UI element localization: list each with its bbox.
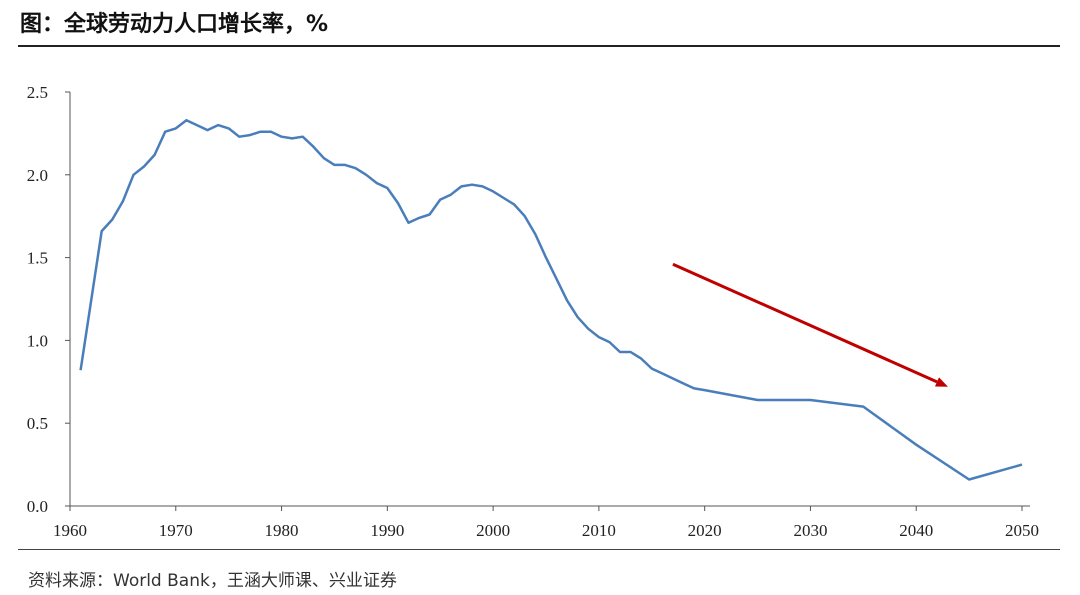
y-axis-ticks: 0.0 0.5 1.0 1.5 2.0 2.5 [27, 83, 70, 516]
data-point [302, 136, 304, 138]
data-point [259, 131, 261, 133]
series-group [79, 118, 1023, 481]
x-tick-label: 1960 [53, 521, 87, 540]
data-point [651, 367, 653, 369]
trend-arrow-head [934, 377, 948, 387]
x-axis-ticks: 1960 1970 1980 1990 2000 2010 2020 2030 2040 2050 [53, 506, 1039, 540]
data-point [566, 299, 568, 301]
data-point [164, 131, 166, 133]
data-point [629, 351, 631, 353]
y-tick-label: 0.0 [27, 497, 48, 516]
data-point [280, 136, 282, 138]
y-tick-label: 1.0 [27, 331, 48, 350]
data-point [111, 218, 113, 220]
data-point [227, 127, 229, 129]
data-point [534, 233, 536, 235]
data-point [915, 444, 917, 446]
x-tick-label: 2030 [793, 521, 827, 540]
data-point [672, 377, 674, 379]
data-point [524, 215, 526, 217]
data-point [460, 185, 462, 187]
data-point [185, 119, 187, 121]
data-point [206, 129, 208, 131]
data-point [862, 405, 864, 407]
data-point [693, 387, 695, 389]
line-chart: 1960 1970 1980 1990 2000 2010 2020 2030 2040 2050… [27, 83, 1039, 540]
data-point [545, 256, 547, 258]
data-point [132, 174, 134, 176]
data-point [101, 230, 103, 232]
chart-title: 图：全球劳动力人口增长率，% [20, 12, 329, 37]
data-point [249, 134, 251, 136]
data-point [492, 190, 494, 192]
data-point [703, 389, 705, 391]
x-tick-label: 1990 [370, 521, 404, 540]
data-point [809, 399, 811, 401]
data-point [598, 336, 600, 338]
data-point [153, 154, 155, 156]
x-tick-label: 2020 [688, 521, 722, 540]
data-point [122, 200, 124, 202]
data-point [386, 187, 388, 189]
data-point [513, 203, 515, 205]
data-point [968, 478, 970, 480]
data-point [428, 213, 430, 215]
data-point [79, 369, 81, 371]
x-tick-label: 2050 [1005, 521, 1039, 540]
data-point [407, 222, 409, 224]
x-tick-label: 2040 [899, 521, 933, 540]
x-tick-label: 2000 [476, 521, 510, 540]
title-divider [18, 45, 1060, 47]
chart-axes [69, 92, 1030, 507]
data-point [682, 382, 684, 384]
data-point [555, 278, 557, 280]
data-point [270, 131, 272, 133]
x-tick-label: 1980 [265, 521, 299, 540]
y-tick-label: 1.5 [27, 249, 48, 268]
data-point [471, 184, 473, 186]
y-tick-label: 2.0 [27, 166, 48, 185]
data-point [608, 341, 610, 343]
data-point [481, 185, 483, 187]
data-point [143, 165, 145, 167]
data-point [291, 137, 293, 139]
data-point [397, 202, 399, 204]
series-line [79, 118, 1023, 481]
trend-arrow-line [672, 262, 938, 384]
data-point [238, 136, 240, 138]
data-point [1021, 463, 1023, 465]
data-point [502, 197, 504, 199]
data-point [354, 167, 356, 169]
data-point [661, 372, 663, 374]
data-point [365, 174, 367, 176]
data-point [196, 124, 198, 126]
annotation-group [672, 262, 948, 387]
source-note: 资料来源：World Bank，王涵大师课、兴业证券 [28, 571, 397, 591]
data-point [439, 198, 441, 200]
data-point [376, 182, 378, 184]
data-point [217, 124, 219, 126]
data-point [577, 316, 579, 318]
source-divider [18, 549, 1060, 550]
data-point [312, 145, 314, 147]
data-point [450, 193, 452, 195]
y-tick-label: 0.5 [27, 414, 48, 433]
data-point [175, 127, 177, 129]
x-tick-label: 1970 [159, 521, 193, 540]
x-tick-label: 2010 [582, 521, 616, 540]
data-point [756, 399, 758, 401]
data-point [418, 217, 420, 219]
data-point [333, 164, 335, 166]
data-point [344, 164, 346, 166]
data-point [587, 328, 589, 330]
y-tick-label: 2.5 [27, 83, 48, 102]
data-point [640, 357, 642, 359]
data-point [619, 351, 621, 353]
data-point [323, 157, 325, 159]
